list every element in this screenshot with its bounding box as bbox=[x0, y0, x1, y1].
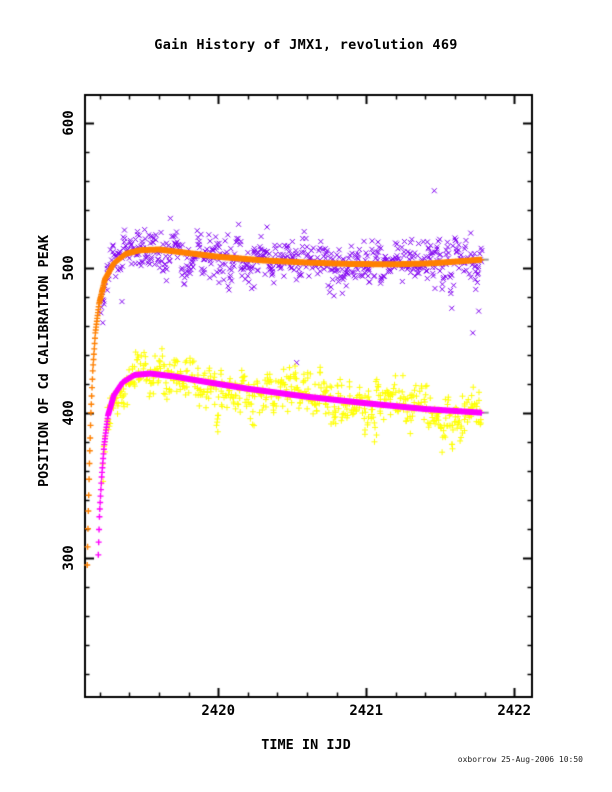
y-tick-label: 400 bbox=[61, 400, 77, 426]
x-tick-label: 2422 bbox=[497, 703, 532, 719]
plot-credit: oxborrow 25-Aug-2006 10:50 bbox=[457, 755, 583, 764]
x-tick-label: 2421 bbox=[349, 703, 384, 719]
y-tick-label: 300 bbox=[61, 545, 77, 571]
chart-title: Gain History of JMX1, revolution 469 bbox=[154, 37, 458, 53]
y-tick-label: 500 bbox=[61, 254, 77, 281]
y-axis-title: POSITION OF Cd CALIBRATION PEAK bbox=[36, 235, 52, 487]
x-tick-label: 2420 bbox=[201, 703, 236, 719]
y-tick-label: 600 bbox=[61, 109, 77, 136]
x-axis-title: TIME IN IJD bbox=[261, 737, 351, 753]
